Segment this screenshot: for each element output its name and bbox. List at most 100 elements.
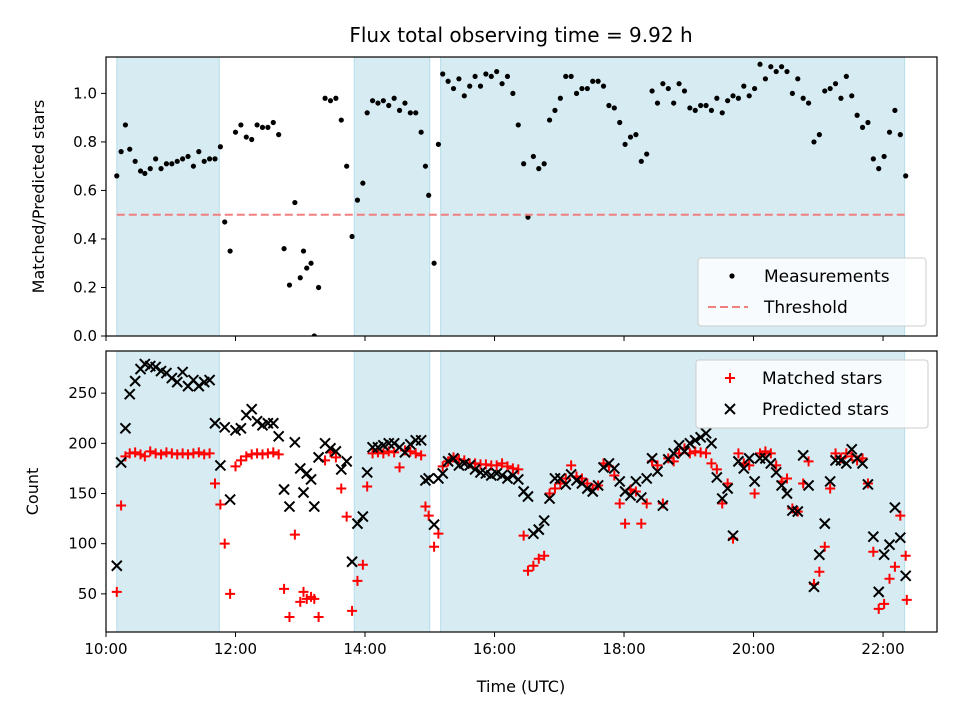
measurement-point (665, 85, 671, 92)
matched-star-point (313, 611, 324, 622)
measurement-point (158, 166, 164, 172)
measurement-point (440, 71, 446, 77)
matched-star-point (230, 461, 241, 472)
matched-star-point (717, 498, 728, 509)
legend-label: Matched stars (762, 369, 882, 389)
measurement-point (238, 122, 244, 128)
matched-star-point (389, 447, 400, 458)
matched-star-point (522, 565, 533, 576)
predicted-star-point (203, 374, 216, 386)
measurement-point (649, 88, 655, 94)
measurement-point (114, 173, 120, 179)
predicted-star-point (224, 493, 236, 506)
measurement-point (174, 158, 180, 164)
measurement-point (163, 161, 170, 167)
predicted-star-point (770, 466, 782, 479)
measurement-point (499, 81, 505, 87)
shaded-interval-1 (353, 56, 431, 337)
measurement-point (849, 93, 855, 99)
measurement-point (311, 333, 317, 336)
measurement-point (768, 64, 774, 70)
matched-star-point (803, 456, 814, 467)
axes-frame (105, 350, 938, 633)
measurement-point (730, 93, 736, 99)
matched-star-point (225, 588, 236, 599)
predicted-star-point (608, 462, 621, 475)
measurement-point (207, 156, 213, 162)
measurement-point (735, 95, 742, 101)
measurement-point (692, 107, 698, 113)
matched-star-point (139, 451, 150, 462)
measurement-point (676, 81, 682, 87)
predicted-star-point (624, 489, 637, 502)
measurement-point (504, 73, 511, 80)
matched-star-point (378, 448, 389, 459)
predicted-star-point (802, 479, 815, 492)
predicted-star-point (176, 366, 189, 378)
measurement-point (741, 83, 747, 89)
predicted-star-point (846, 443, 858, 456)
predicted-star-point (894, 531, 907, 544)
predicted-star-point (630, 475, 642, 488)
measurement-point (541, 161, 547, 167)
predicted-star-point (775, 479, 788, 492)
predicted-star-point (442, 455, 454, 468)
measurement-point (445, 78, 451, 84)
plot-area (111, 358, 912, 622)
measurement-point (369, 98, 376, 104)
measurement-point (450, 85, 457, 92)
predicted-star-point (361, 466, 373, 479)
measurement-point (859, 124, 866, 130)
predicted-star-point (124, 388, 136, 400)
legend-marker-matched (725, 373, 735, 383)
matched-star-point (295, 596, 306, 607)
matched-star-point (257, 449, 268, 460)
matched-star-point (857, 453, 868, 464)
predicted-star-point (115, 456, 127, 469)
measurement-point (196, 149, 202, 155)
matched-star-point (566, 460, 577, 471)
matched-star-point (620, 518, 631, 529)
predicted-star-point (781, 487, 793, 500)
predicted-star-point (651, 465, 664, 478)
measurement-point (185, 153, 191, 160)
measurement-point (638, 158, 644, 164)
matched-star-point (513, 464, 524, 475)
predicted-star-point (856, 457, 869, 470)
matched-star-point (347, 605, 358, 616)
top-panel: 0.0 0.2 0.4 0.6 0.8 1.0 Matched/Predicted star… (29, 56, 938, 345)
matched-star-point (383, 446, 394, 457)
predicted-star-point (119, 422, 132, 434)
measurement-point (333, 95, 339, 101)
predicted-star-point (469, 463, 481, 476)
predicted-star-point (835, 454, 847, 467)
y-tick-label: 50 (78, 585, 97, 603)
measurement-point (276, 132, 282, 138)
predicted-star-point (792, 505, 804, 518)
legend: Matched stars Predicted stars (695, 359, 929, 429)
predicted-star-point (684, 437, 696, 450)
measurement-point (435, 141, 441, 147)
matched-star-point (722, 478, 733, 489)
measurement-point (304, 265, 310, 271)
measurement-point (137, 168, 144, 174)
matched-star-point (706, 458, 717, 469)
measurement-point (536, 166, 542, 172)
measurement-point (595, 78, 601, 84)
measurement-point (249, 136, 255, 143)
predicted-star-point (346, 556, 358, 568)
predicted-star-point (245, 403, 258, 415)
axes-frame (105, 56, 938, 337)
measurement-point (254, 122, 260, 128)
matched-star-point (614, 498, 625, 509)
predicted-star-point (312, 451, 325, 464)
predicted-star-point (283, 500, 296, 513)
matched-star-point (889, 561, 900, 572)
predicted-star-point (873, 586, 885, 598)
measurement-point (654, 100, 661, 106)
x-tick-label: 22:00 (861, 640, 904, 658)
measurement-point (118, 149, 124, 155)
matched-star-point (145, 446, 156, 457)
bottom-panel: 10:00 12:00 14:00 16:00 18:00 20:00 22:00 50 100… (23, 350, 938, 658)
predicted-star-point (219, 421, 231, 433)
